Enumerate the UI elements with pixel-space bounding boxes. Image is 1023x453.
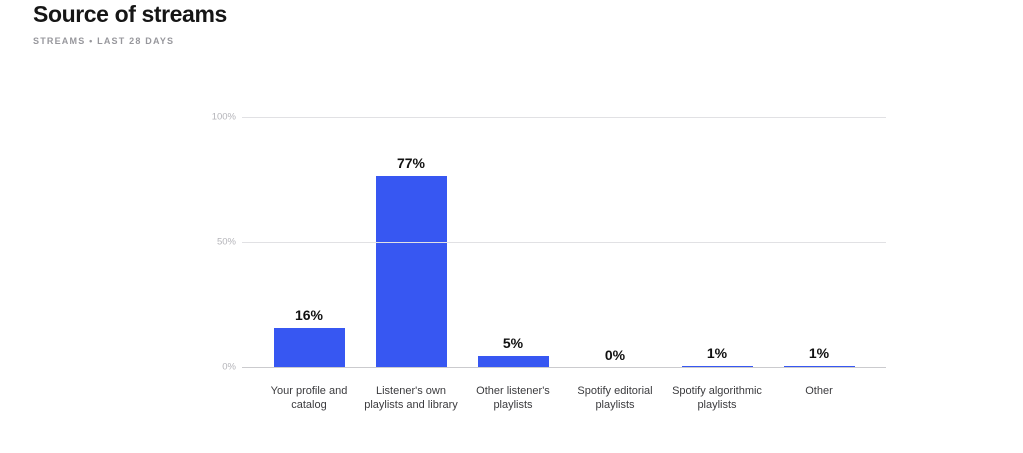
- y-tick-label: 0%: [222, 361, 236, 373]
- gridline-100%: 100%: [212, 112, 886, 123]
- category-label: Spotify algorithmic playlists: [672, 385, 762, 412]
- bar[interactable]: [783, 365, 855, 368]
- bars-row: 16% 77% 5% 0% 1% 1%: [258, 118, 870, 368]
- bar[interactable]: [681, 365, 753, 368]
- gridline-50%: 50%: [217, 237, 886, 248]
- x-axis-labels: Your profile and catalog Listener's own p…: [258, 384, 870, 413]
- y-tick-label: 100%: [211, 111, 236, 123]
- category-label: Spotify editorial playlists: [577, 385, 653, 412]
- bar[interactable]: [477, 355, 549, 368]
- bar[interactable]: [273, 328, 345, 368]
- bar-column: 0%: [564, 118, 666, 368]
- gridline-0%: 0%: [222, 362, 886, 373]
- page-title: Source of streams: [33, 1, 227, 27]
- bar-column: 1%: [666, 118, 768, 368]
- bar-chart-plot-area: 16% 77% 5% 0% 1% 1% 0% 50% 100%: [212, 112, 886, 373]
- bar[interactable]: [375, 175, 447, 368]
- category-label: Your profile and catalog: [270, 385, 348, 412]
- bar-column: 77%: [360, 118, 462, 368]
- bar-value-label: 5%: [502, 334, 524, 351]
- chart-subtitle: STREAMS • LAST 28 DAYS: [33, 36, 175, 47]
- bar-column: 5%: [462, 118, 564, 368]
- bar-value-label: 0%: [604, 347, 626, 363]
- category-label: Other: [805, 385, 833, 397]
- bar-value-label: 1%: [808, 344, 830, 361]
- y-tick-label: 50%: [216, 236, 236, 248]
- bar-column: 1%: [768, 118, 870, 368]
- chart-header: Source of streams STREAMS • LAST 28 DAYS: [33, 1, 227, 47]
- category-label: Other listener's playlists: [476, 385, 550, 412]
- bar-value-label: 77%: [396, 154, 426, 171]
- bar-value-label: 16%: [294, 307, 324, 323]
- bar-value-label: 1%: [706, 344, 728, 361]
- bar-column: 16%: [258, 118, 360, 368]
- category-label: Listener's own playlists and library: [364, 385, 458, 412]
